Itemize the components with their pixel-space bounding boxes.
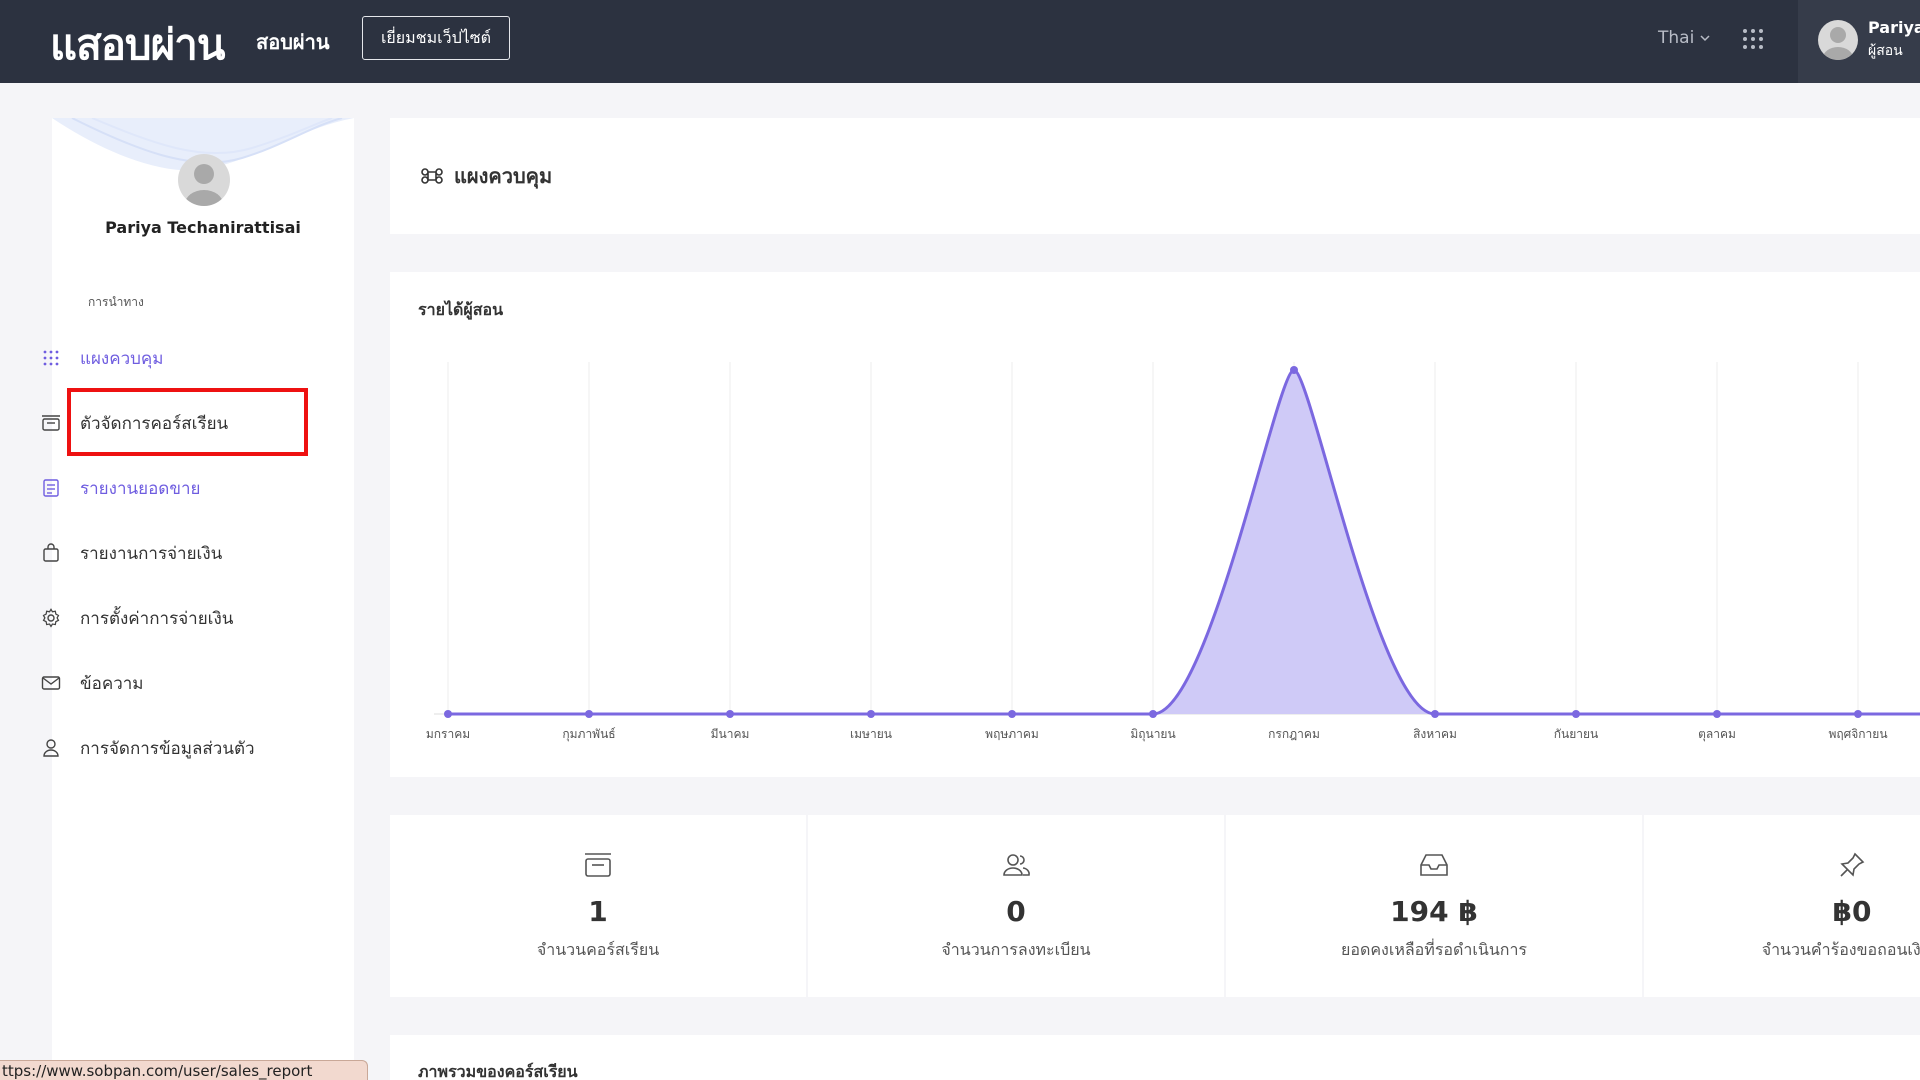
revenue-chart: มกราคม กุมภาพันธ์ มีนาคม เมษายน พฤษภาคม มิถุน… xyxy=(426,362,1920,742)
gear-icon xyxy=(40,607,62,629)
data-point[interactable] xyxy=(444,710,452,718)
stat-card-enrollments: 0 จำนวนการลงทะเบียน xyxy=(808,815,1224,997)
sidebar: Pariya Techanirattisai การนำทาง xyxy=(52,118,354,1080)
sidebar-item-label: ข้อความ xyxy=(80,673,144,694)
page-title: แผงควบคุม xyxy=(420,160,552,192)
data-point[interactable] xyxy=(1431,710,1439,718)
overview-title: ภาพรวมของคอร์สเรียน xyxy=(418,1062,578,1080)
user-name: Pariya xyxy=(1868,18,1920,37)
sidebar-item-profile[interactable]: การจัดการข้อมูลส่วนตัว xyxy=(40,728,255,768)
sidebar-item-label: ตัวจัดการคอร์สเรียน xyxy=(80,413,229,434)
course-overview-card xyxy=(390,1035,1920,1080)
x-tick-label: สิงหาคม xyxy=(1413,727,1457,741)
data-point[interactable] xyxy=(1854,710,1862,718)
pin-icon xyxy=(1644,851,1920,881)
user-role: ผู้สอน xyxy=(1868,43,1903,59)
stat-card-pending-balance: 194 ฿ ยอดคงเหลือที่รอดำเนินการ xyxy=(1226,815,1642,997)
stat-label: จำนวนคอร์สเรียน xyxy=(536,940,660,959)
sidebar-item-label: การจัดการข้อมูลส่วนตัว xyxy=(80,738,255,759)
user-menu[interactable]: Pariya ผู้สอน xyxy=(1798,0,1920,83)
series-area xyxy=(448,370,1920,714)
x-tick-label: มกราคม xyxy=(426,727,470,741)
visit-website-button[interactable]: เยี่ยมชมเว็ปไซต์ xyxy=(362,16,510,60)
sidebar-item-payment-settings[interactable]: การตั้งค่าการจ่ายเงิน xyxy=(40,598,233,638)
data-point[interactable] xyxy=(1290,366,1298,374)
sidebar-item-label: แผงควบคุม xyxy=(80,348,164,369)
stat-value: ฿0 xyxy=(1832,895,1872,928)
top-navbar: แสอบผ่าน สอบผ่าน เยี่ยมชมเว็ปไซต์ Thai P… xyxy=(0,0,1920,83)
profile-avatar xyxy=(178,154,230,206)
stat-label: ยอดคงเหลือที่รอดำเนินการ xyxy=(1340,940,1528,959)
sidebar-item-label: รายงานยอดขาย xyxy=(80,478,201,499)
grid-icon xyxy=(40,347,62,369)
command-icon xyxy=(421,168,443,184)
x-tick-label: พฤษภาคม xyxy=(985,727,1039,741)
highlight-box xyxy=(67,388,308,456)
x-tick-label: กรกฎาคม xyxy=(1268,727,1320,741)
page-title-card xyxy=(390,118,1920,234)
sidebar-item-label: การตั้งค่าการจ่ายเงิน xyxy=(80,608,234,629)
stat-label: จำนวนคำร้องขอถอนเงินค xyxy=(1761,940,1920,959)
data-point[interactable] xyxy=(867,710,875,718)
x-tick-label: กุมภาพันธ์ xyxy=(562,727,615,742)
series-line xyxy=(447,368,1920,716)
sidebar-item-payment-report[interactable]: รายงานการจ่ายเงิน xyxy=(40,533,222,573)
data-point[interactable] xyxy=(1713,710,1721,718)
user-icon xyxy=(40,737,62,759)
decorative-wave xyxy=(52,118,354,171)
chart-title: รายได้ผู้สอน xyxy=(418,300,504,319)
x-tick-label: ตุลาคม xyxy=(1698,727,1736,742)
stat-card-courses: 1 จำนวนคอร์สเรียน xyxy=(390,815,806,997)
data-point[interactable] xyxy=(1149,710,1157,718)
sidebar-item-dashboard[interactable]: แผงควบคุม xyxy=(40,338,164,378)
page-title-text: แผงควบคุม xyxy=(454,164,553,188)
link-status-bar: ttps://www.sobpan.com/user/sales_report xyxy=(0,1060,368,1080)
sidebar-item-messages[interactable]: ข้อความ xyxy=(40,663,144,703)
bag-icon xyxy=(40,542,62,564)
report-icon xyxy=(40,477,62,499)
data-point[interactable] xyxy=(585,710,593,718)
revenue-chart-card xyxy=(390,272,1920,777)
x-tick-label: พฤศจิกายน xyxy=(1828,727,1887,741)
x-tick-label: มิถุนายน xyxy=(1130,727,1175,742)
data-point[interactable] xyxy=(1572,710,1580,718)
brand-name: สอบผ่าน xyxy=(256,30,330,54)
x-tick-label: มีนาคม xyxy=(711,727,750,741)
stat-value: 194 ฿ xyxy=(1390,895,1478,928)
mail-icon xyxy=(40,672,62,694)
stat-label: จำนวนการลงทะเบียน xyxy=(941,940,1091,959)
apps-grid-icon[interactable] xyxy=(1742,28,1764,50)
language-label: Thai xyxy=(1658,28,1695,48)
avatar xyxy=(1818,20,1858,60)
stat-value: 0 xyxy=(1006,895,1026,928)
language-selector[interactable]: Thai xyxy=(1658,28,1710,48)
site-logo[interactable]: แสอบผ่าน xyxy=(50,20,225,69)
stat-value: 1 xyxy=(588,895,608,928)
sidebar-item-label: รายงานการจ่ายเงิน xyxy=(80,543,223,564)
stat-card-withdrawals: ฿0 จำนวนคำร้องขอถอนเงินค xyxy=(1644,815,1920,997)
profile-name: Pariya Techanirattisai xyxy=(105,218,301,237)
data-point[interactable] xyxy=(726,710,734,718)
course-box-icon xyxy=(390,851,806,881)
nav-heading: การนำทาง xyxy=(88,295,144,309)
x-tick-label: กันยายน xyxy=(1554,727,1598,741)
data-point[interactable] xyxy=(1008,710,1016,718)
sidebar-item-course-manager[interactable]: ตัวจัดการคอร์สเรียน xyxy=(40,403,228,443)
x-tick-label: เมษายน xyxy=(850,727,892,741)
users-icon xyxy=(808,851,1224,881)
chevron-down-icon xyxy=(1700,35,1710,42)
course-box-icon xyxy=(40,412,62,434)
sidebar-item-sales-report[interactable]: รายงานยอดขาย xyxy=(40,468,200,508)
inbox-icon xyxy=(1226,851,1642,881)
